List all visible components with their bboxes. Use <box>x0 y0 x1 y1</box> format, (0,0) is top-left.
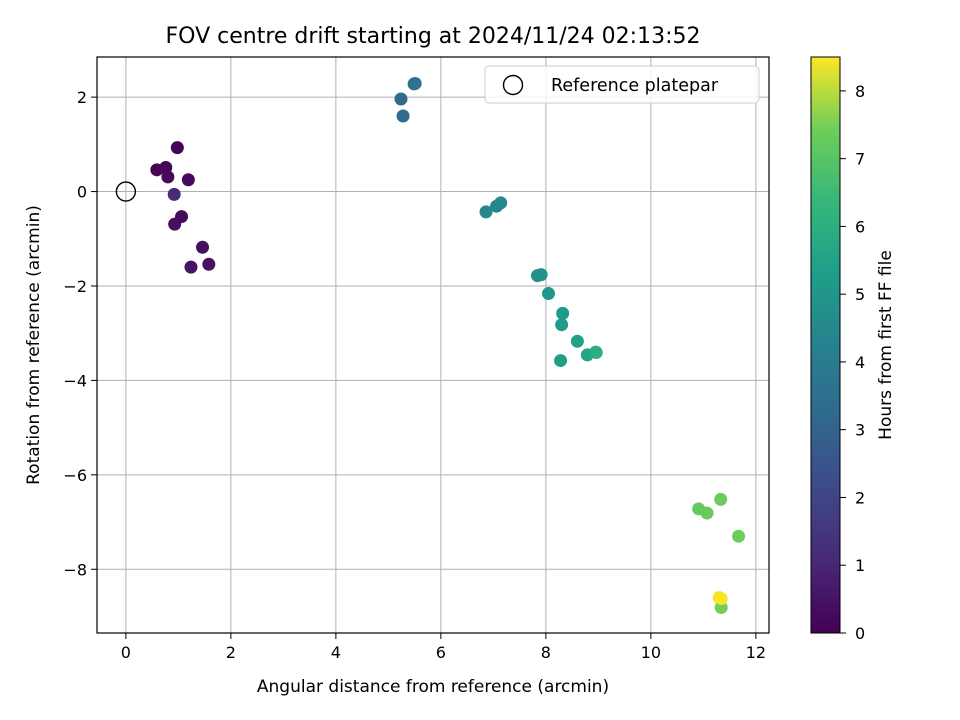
data-point <box>161 170 175 184</box>
colorbar-tick-label: 4 <box>855 353 865 372</box>
legend: Reference platepar <box>484 65 760 104</box>
data-point <box>184 260 198 274</box>
data-point <box>700 506 714 520</box>
colorbar-tick-label: 1 <box>855 556 865 575</box>
colorbar-tick-label: 7 <box>855 150 865 169</box>
x-tick-label: 8 <box>541 643 551 662</box>
x-tick-label: 10 <box>641 643 661 662</box>
data-point <box>394 92 408 106</box>
y-tick-label: 0 <box>77 183 87 202</box>
data-point <box>202 257 216 271</box>
y-tick-label: 2 <box>77 88 87 107</box>
colorbar-tick-label: 3 <box>855 421 865 440</box>
legend-box <box>484 65 760 104</box>
x-axis-label: Angular distance from reference (arcmin) <box>257 677 609 697</box>
colorbar-tick-label: 8 <box>855 82 865 101</box>
data-point <box>534 268 548 282</box>
grid <box>97 57 769 633</box>
data-point <box>714 601 728 615</box>
colorbar: 0 1 2 3 4 5 6 7 8 Hours from first FF file <box>810 56 896 643</box>
data-point <box>714 492 728 506</box>
data-point <box>168 217 182 231</box>
colorbar-tick-label: 2 <box>855 488 865 507</box>
legend-label: Reference platepar <box>551 76 719 96</box>
x-tick-label: 12 <box>746 643 766 662</box>
data-point <box>589 346 603 360</box>
colorbar-label: Hours from first FF file <box>876 250 896 440</box>
chart-title: FOV centre drift starting at 2024/11/24 … <box>166 24 701 49</box>
legend-reference-marker-icon <box>502 74 524 96</box>
data-point <box>479 205 493 219</box>
data-point <box>408 76 422 90</box>
y-axis-label: Rotation from reference (arcmin) <box>24 205 44 485</box>
colorbar-gradient <box>810 56 841 634</box>
data-point <box>494 196 508 210</box>
data-point <box>170 141 184 155</box>
data-point <box>714 592 728 606</box>
x-tick-label: 6 <box>436 643 446 662</box>
colorbar-ticks: 0 1 2 3 4 5 6 7 8 <box>840 82 865 643</box>
colorbar-tick-label: 0 <box>855 624 865 643</box>
data-point <box>570 334 584 348</box>
data-point <box>196 240 210 254</box>
reference-point <box>115 181 137 202</box>
data-point <box>167 187 181 201</box>
colorbar-tick-label: 5 <box>855 285 865 304</box>
data-point <box>181 173 195 187</box>
y-tick-label: −4 <box>63 371 87 390</box>
y-tick-label: −2 <box>63 277 87 296</box>
y-tick-label: −6 <box>63 466 87 485</box>
data-point <box>732 529 746 543</box>
y-axis-ticks: 2 0 −2 −4 −6 −8 <box>63 88 97 579</box>
plot-frame <box>96 56 770 634</box>
x-tick-label: 4 <box>331 643 341 662</box>
x-tick-label: 2 <box>226 643 236 662</box>
data-point <box>556 306 570 320</box>
y-tick-label: −8 <box>63 560 87 579</box>
data-point <box>555 318 569 332</box>
x-axis-ticks: 0 2 4 6 8 10 12 <box>121 633 766 662</box>
data-point <box>542 287 555 301</box>
data-point <box>396 109 410 123</box>
data-point <box>554 354 568 368</box>
colorbar-tick-label: 6 <box>855 217 865 236</box>
data-points <box>150 76 746 615</box>
reference-marker-layer <box>115 181 137 202</box>
x-tick-label: 0 <box>121 643 131 662</box>
